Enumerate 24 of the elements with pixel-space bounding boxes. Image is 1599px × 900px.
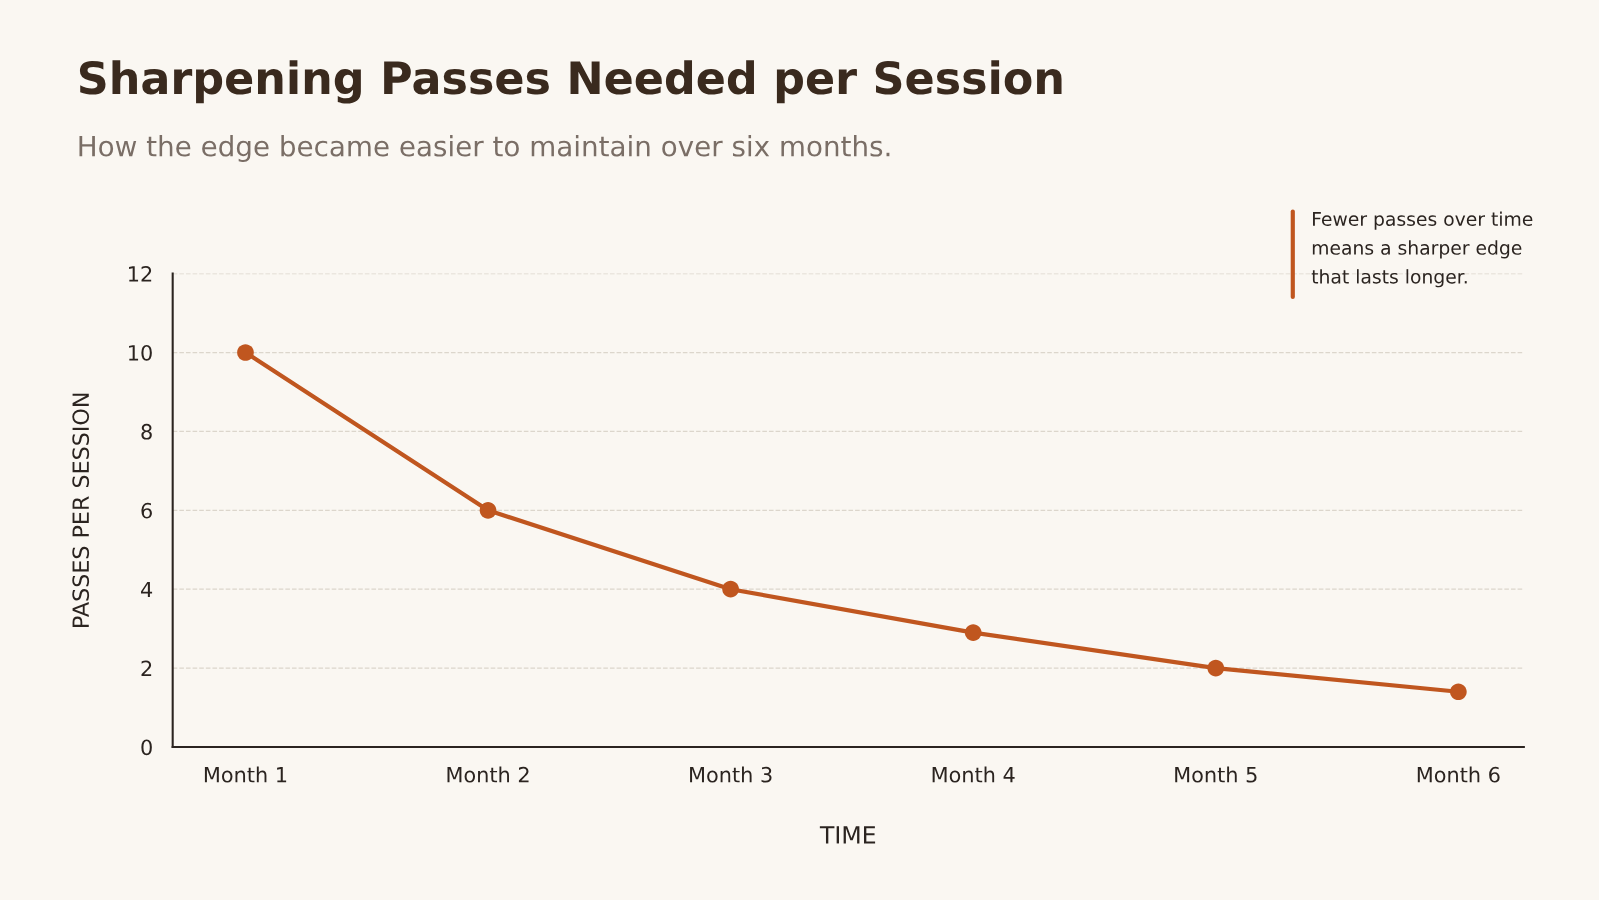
- point: [964, 624, 982, 641]
- point: [1450, 683, 1467, 701]
- x-tick-label: Month 1: [204, 766, 287, 783]
- x-tick-label: Month 4: [932, 766, 1015, 783]
- y-tick-label: 10: [129, 344, 152, 361]
- x-tick-label: Month 5: [1175, 766, 1257, 783]
- chart-title: Sharpening Passes Needed per Session: [79, 60, 1062, 104]
- y-tick-label: 2: [141, 660, 152, 677]
- point: [722, 580, 739, 598]
- y-tick-label: 0: [141, 739, 152, 756]
- y-tick-label: 4: [141, 581, 153, 598]
- x-tick-label: Month 6: [1417, 766, 1500, 783]
- y-tick-label: 6: [141, 502, 152, 519]
- x-axis-title: TIME: [819, 826, 876, 844]
- point: [237, 344, 254, 361]
- annotation: Fewer passes over time means a sharper edge that lasts longer.: [1311, 211, 1533, 288]
- point: [479, 501, 497, 519]
- point: [1207, 659, 1225, 677]
- y-tick-label: 8: [141, 423, 152, 440]
- x-tick-label: Month 3: [690, 766, 772, 783]
- y-axis-title: PASSES PER SESSION: [72, 393, 90, 627]
- chart-subtitle: How the edge became easier to maintain over six months.: [79, 135, 890, 162]
- x-tick-label: Month 2: [447, 766, 529, 783]
- y-tick-label: 12: [129, 266, 152, 282]
